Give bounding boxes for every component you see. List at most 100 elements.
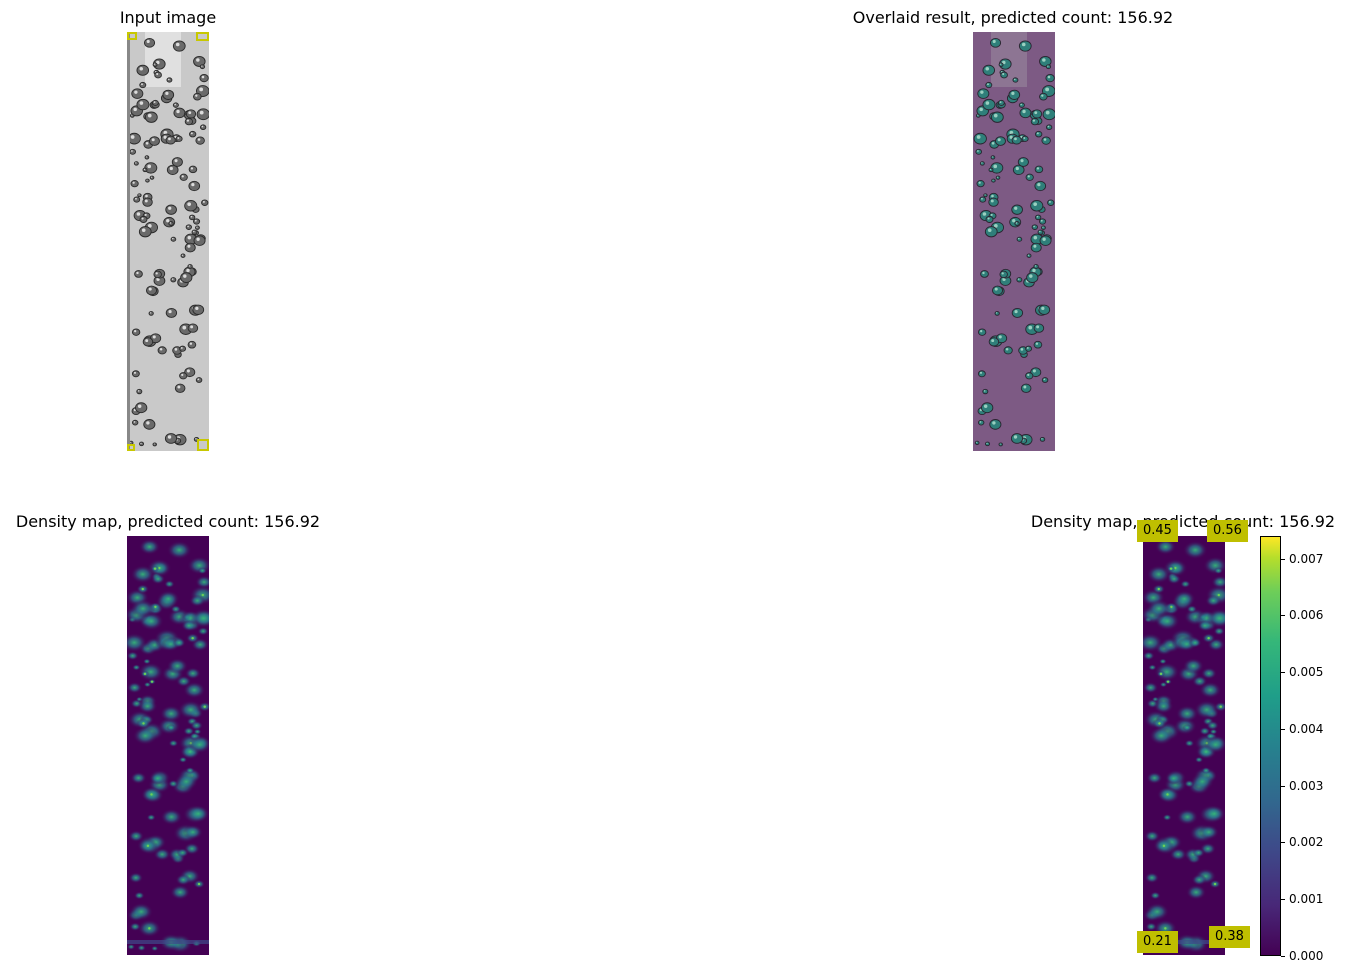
bubble-mark: [137, 193, 142, 198]
density-blob: [187, 735, 209, 754]
density-peak: [150, 793, 153, 796]
bubble-mark: [192, 304, 205, 315]
density-blob: [130, 599, 156, 619]
bubble-overlay-mark: [1041, 377, 1049, 383]
bubble-mark: [179, 345, 187, 352]
bubble-mark: [170, 277, 177, 283]
bubble-mark: [142, 167, 148, 173]
density-peak: [197, 882, 201, 886]
bubble-mark: [189, 130, 197, 138]
bubble-overlay-mark: [1045, 64, 1052, 70]
bubble-overlay-mark: [1037, 229, 1044, 235]
colorbar-tick-mark: [1281, 842, 1285, 843]
bubble-mark: [184, 117, 194, 126]
bubble-mark: [142, 337, 154, 347]
bubble-mark: [174, 383, 186, 393]
bubble-mark: [195, 225, 200, 230]
bubble-mark: [195, 136, 205, 145]
colorbar-tick-label: 0.004: [1289, 722, 1324, 736]
density-blob: [1173, 590, 1196, 608]
density-peak: [143, 672, 147, 676]
density-blob: [1143, 681, 1159, 694]
density-blob: [157, 590, 180, 608]
exemplar-box-top-right: [196, 32, 209, 41]
density-blob: [1165, 772, 1182, 785]
bubble-overlay-mark: [1020, 383, 1032, 393]
bubble-mark: [131, 419, 139, 426]
density-blob: [168, 739, 179, 747]
bubble-overlay-mark: [979, 196, 987, 203]
bubble-mark: [185, 224, 192, 230]
density-blob: [1162, 814, 1172, 821]
bubble-mark: [193, 218, 201, 225]
density-blob: [143, 681, 152, 688]
bubble-overlay-mark: [1025, 345, 1033, 352]
exemplar-box-bottom-left: [127, 444, 135, 451]
density-blob: [1145, 902, 1170, 921]
bubble-mark: [144, 111, 158, 123]
box-score-label: 0.56: [1207, 520, 1248, 542]
bubble-mark: [144, 155, 150, 160]
density-map-with-boxes-canvas: [1143, 536, 1225, 955]
density-blob: [1159, 681, 1168, 688]
density-blob: [1146, 565, 1171, 584]
bubble-overlay-mark: [988, 337, 1000, 347]
box-score-label: 0.21: [1137, 931, 1178, 953]
bubble-mark: [152, 62, 158, 67]
density-blob: [1150, 891, 1161, 900]
bubble-mark: [136, 388, 143, 395]
density-peak: [148, 927, 151, 930]
colorbar: [1260, 536, 1281, 956]
bubble-overlay-mark: [1003, 346, 1013, 355]
density-blob: [151, 573, 166, 585]
bubble-overlay-mark: [1031, 109, 1043, 119]
density-blob: [137, 944, 146, 952]
density-blob: [137, 698, 158, 714]
bubble-mark: [131, 370, 140, 378]
bubble-mark: [131, 328, 141, 336]
bubble-mark: [187, 323, 199, 333]
bubble-mark: [139, 81, 147, 89]
box-score-label: 0.38: [1209, 926, 1250, 948]
density-blob: [159, 705, 183, 723]
bubble-overlay-mark: [980, 270, 989, 278]
bubble-mark: [136, 98, 150, 111]
input-image-title: Input image: [119, 8, 217, 27]
bubble-overlay-mark: [1033, 340, 1043, 349]
bubble-mark: [201, 199, 209, 206]
density-blob: [1182, 724, 1192, 732]
bubble-mark: [191, 229, 198, 235]
colorbar-tick-mark: [1281, 899, 1285, 900]
bubble-mark: [148, 311, 154, 316]
bubble-mark: [165, 307, 178, 318]
density-blob: [175, 874, 191, 886]
density-blob: [164, 580, 175, 588]
bubble-mark: [149, 136, 160, 146]
density-blob: [1184, 739, 1195, 747]
bubble-mark: [195, 377, 203, 383]
bubble-mark: [162, 89, 175, 100]
density-blob: [170, 605, 182, 614]
density-blob: [1205, 594, 1222, 607]
density-blob: [1153, 698, 1174, 714]
colorbar-tick-mark: [1281, 786, 1285, 787]
bubble-overlay-mark: [1039, 92, 1048, 101]
bubble-mark: [193, 235, 206, 246]
density-blob: [1176, 808, 1199, 826]
colorbar-tick-label: 0.000: [1289, 949, 1324, 963]
bubble-overlay-mark: [990, 111, 1004, 123]
bubble-overlay-mark: [1047, 199, 1055, 206]
bubble-mark: [166, 77, 173, 83]
density-peak: [1207, 636, 1210, 640]
bubble-overlay-mark: [998, 62, 1004, 67]
bubble-mark: [175, 135, 183, 142]
bubble-mark: [188, 180, 201, 192]
bubble-overlay-mark: [1034, 180, 1047, 192]
density-blob: [1213, 567, 1224, 575]
density-blob: [138, 538, 161, 555]
density-blob: [174, 772, 199, 791]
density-blob: [1154, 538, 1177, 555]
bubble-overlay-mark: [1025, 173, 1034, 181]
colorbar-tick-label: 0.002: [1289, 835, 1324, 849]
density-blob: [1198, 824, 1219, 840]
